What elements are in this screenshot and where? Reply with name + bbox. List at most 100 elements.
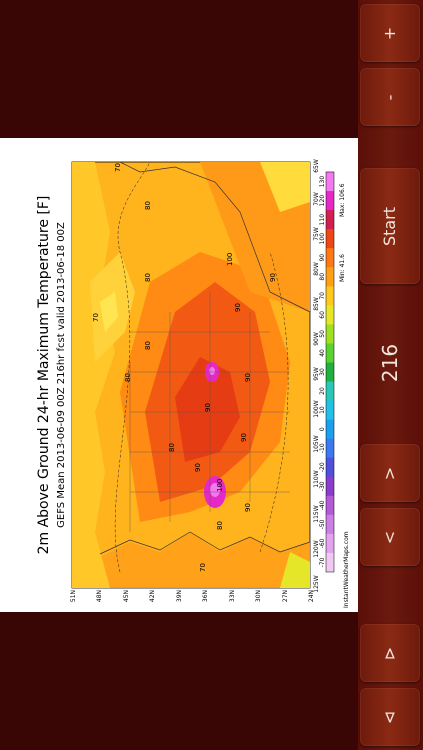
scale-outline [325,171,335,573]
skip-back-icon: ⊲ [380,710,400,724]
scale-swatch [326,324,334,344]
contour-label: 100 [226,253,234,266]
lat-tick-label: 30N [255,590,262,602]
map-subtitle: GEFS Mean 2013-06-09 00Z 216hr fcst vali… [56,222,67,528]
scale-tick-label: 10 [319,406,326,414]
lon-tick-label: 95W [313,367,320,381]
contour-label: 80 [216,521,224,530]
contour-label: 80 [144,341,152,350]
scale-tick-label: -20 [319,462,326,472]
lat-tick-label: 24N [308,590,315,602]
contour-label: 90 [240,433,248,442]
skip-forward-icon: ⊳ [380,646,400,660]
scale-swatch [326,190,334,211]
contour-label: 80 [168,443,176,452]
scale-tick-label: -30 [319,481,326,491]
plus-icon: + [380,26,400,40]
lat-tick-label: 45N [123,590,130,602]
scale-tick-label: 20 [319,387,326,395]
contour-label: 100 [216,479,224,492]
zoom-in-button[interactable]: + [360,4,420,62]
scale-tick-label: 120 [319,195,326,207]
scale-swatch [326,476,334,496]
scale-swatch [326,171,334,192]
lat-tick-label: 33N [229,590,236,602]
first-frame-button[interactable]: ⊲ [360,688,420,746]
max-label: Max: 106.6 [339,183,346,217]
start-label: Start [380,206,400,246]
scale-tick-label: -40 [319,500,326,510]
last-frame-button[interactable]: ⊳ [360,624,420,682]
scale-tick-label: -50 [319,519,326,529]
lat-tick-label: 48N [96,590,103,602]
start-button[interactable]: Start [360,168,420,284]
scale-swatch [326,514,334,534]
contour-label: 80 [144,273,152,282]
scale-tick-label: 80 [319,273,326,281]
lon-tick-label: 75W [313,227,320,241]
scale-tick-label: 70 [319,292,326,300]
scale-tick-label: 110 [319,214,326,226]
weather-map-svg: 2m Above Ground 24-hr Maximum Temperatur… [36,159,350,608]
lon-tick-label: 120W [313,540,320,557]
scale-tick-label: -70 [319,557,326,567]
scale-tick-label: 40 [319,349,326,357]
lon-tick-label: 80W [313,262,320,276]
lat-tick-label: 27N [282,590,289,602]
scale-swatch [326,495,334,515]
lon-tick-label: 65W [313,159,320,173]
zoom-out-button[interactable]: - [360,68,420,126]
scale-swatch [326,228,334,249]
scale-swatch [326,533,334,553]
contour-label: 80 [124,373,132,382]
temperature-field [71,161,311,589]
top-bar [0,0,358,138]
lon-tick-label: 125W [313,575,320,592]
scale-tick-label: 50 [319,330,326,338]
scale-swatch [326,285,334,306]
lon-tick-label: 105W [313,435,320,452]
contour-label: 70 [114,163,122,172]
scale-swatch [326,419,334,439]
scale-tick-label: 130 [319,176,326,188]
scale-swatch [326,343,334,363]
forecast-hour: 216 [360,288,420,438]
contour-label: 90 [234,303,242,312]
scale-swatch [326,305,334,325]
prev-frame-button[interactable]: < [360,508,420,566]
chevron-right-icon: > [380,466,400,480]
next-frame-button[interactable]: > [360,444,420,502]
weather-map[interactable]: 2m Above Ground 24-hr Maximum Temperatur… [0,138,358,612]
scale-tick-label: 60 [319,311,326,319]
scale-tick-label: 90 [319,254,326,262]
min-label: Min: 41.6 [339,254,346,282]
lat-tick-label: 42N [149,590,156,602]
forecast-hour-value: 216 [378,343,402,383]
color-scale [325,171,335,573]
scale-tick-label: -10 [319,443,326,453]
contour-label: 90 [194,463,202,472]
contour-label: 70 [199,563,207,572]
contour-label: 90 [244,373,252,382]
site-credit: InstantWeatherMaps.com [343,531,350,608]
lon-tick-label: 70W [313,192,320,206]
scale-swatch [326,438,334,458]
contour-label: 70 [92,313,100,322]
scale-swatch [326,457,334,477]
contour-labels: 70 80 90 100 90 80 90 90 80 90 80 70 90 … [92,163,277,572]
scale-tick-label: 100 [319,233,326,245]
lat-tick-label: 36N [202,590,209,602]
scale-swatch [326,362,334,382]
lon-tick-label: 115W [313,505,320,522]
lon-axis: 125W 120W 115W 110W 105W 100W 95W 90W 85… [313,159,320,593]
contour-label: 90 [204,403,212,412]
contour-label: 80 [144,201,152,210]
lon-tick-label: 110W [313,470,320,487]
lat-axis: 51N 48N 45N 42N 39N 36N 33N 30N 27N 24N [70,590,315,602]
chevron-left-icon: < [380,530,400,544]
lon-tick-label: 85W [313,297,320,311]
color-scale-labels: -70 -60 -50 -40 -30 -20 -10 0 10 20 30 40 50 60 70 80 90… [319,176,326,568]
scale-tick-label: 0 [319,427,326,431]
map-title: 2m Above Ground 24-hr Maximum Temperatur… [36,196,52,555]
scale-swatch [326,552,334,572]
